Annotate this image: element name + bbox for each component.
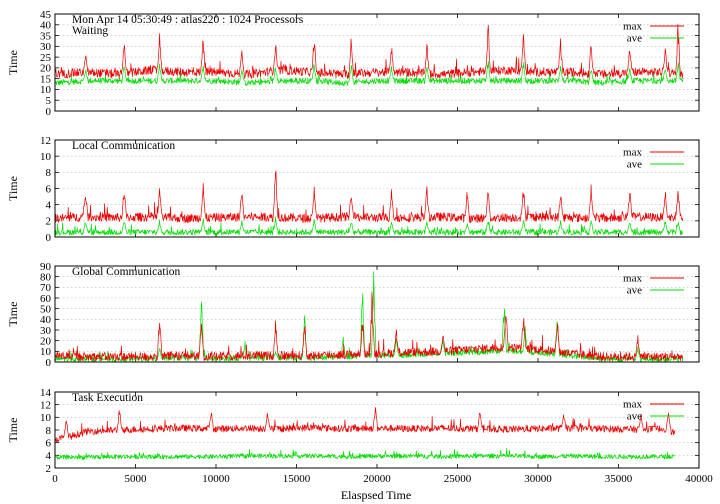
- y-tick-label: 12: [40, 135, 51, 147]
- plot-frame: [54, 139, 700, 238]
- y-tick-label: 30: [40, 325, 52, 337]
- series-max-line: [55, 291, 684, 362]
- legend-label-ave: ave: [627, 411, 642, 423]
- y-tick-label: 0: [46, 357, 52, 369]
- plot-area: [55, 271, 684, 362]
- y-tick-label: 50: [40, 303, 52, 315]
- y-tick-label: 30: [40, 41, 52, 53]
- y-tick-label: 8: [46, 167, 52, 179]
- series-ave-line: [55, 216, 684, 236]
- legend-label-max: max: [623, 273, 642, 285]
- plot-area: [55, 23, 684, 87]
- y-tick-label: 10: [40, 346, 52, 358]
- series-ave-line: [55, 271, 684, 362]
- series-ave-line: [55, 61, 684, 87]
- shared-x-axis: 0 5000 10000 15000 20000 25000 30000 35000 40000: [52, 473, 713, 485]
- y-tick-label: 14: [40, 387, 52, 399]
- y-tick-label: 80: [40, 271, 52, 283]
- legend-label-ave: ave: [627, 159, 642, 171]
- y-axis-label: Time: [6, 302, 20, 327]
- plot-area: [55, 170, 684, 236]
- series-max-line: [55, 407, 676, 443]
- legend-label-max: max: [623, 147, 642, 159]
- y-axis-label: Time: [6, 176, 20, 201]
- y-tick-label: 70: [40, 282, 52, 294]
- y-tick-label: 6: [46, 183, 52, 195]
- x-tick-label: 15000: [283, 473, 311, 485]
- legend-label-ave: ave: [627, 33, 642, 45]
- legend-label-max: max: [623, 399, 642, 411]
- y-tick-label: 2: [46, 216, 52, 228]
- x-tick-label: 20000: [363, 473, 391, 485]
- y-tick-label: 8: [46, 425, 52, 437]
- x-tick-label: 40000: [685, 473, 713, 485]
- y-tick-label: 0: [46, 106, 52, 118]
- y-tick-label: 2: [46, 463, 52, 475]
- x-tick-label: 10000: [202, 473, 230, 485]
- chart-title: Mon Apr 14 05:30:49 : atlas220 : 1024 Pr…: [72, 14, 304, 26]
- chart-subtitle: Waiting: [72, 25, 108, 37]
- plot-area: [55, 407, 676, 460]
- y-tick-label: 12: [40, 399, 51, 411]
- y-tick-label: 4: [46, 199, 52, 211]
- legend-label-ave: ave: [627, 285, 642, 297]
- chart-title: Global Communication: [72, 266, 181, 278]
- chart-title: Local Communication: [72, 140, 175, 152]
- plot-frame: [54, 13, 700, 112]
- y-tick-label: 10: [40, 151, 52, 163]
- y-tick-label: 40: [40, 314, 52, 326]
- x-tick-label: 5000: [125, 473, 148, 485]
- series-max-line: [55, 170, 684, 223]
- legend-label-max: max: [623, 21, 642, 33]
- series-ave-line: [55, 448, 675, 460]
- y-tick-label: 90: [40, 261, 52, 273]
- series-max-line: [55, 23, 684, 79]
- y-axis-label: Time: [6, 418, 20, 443]
- y-tick-label: 45: [40, 9, 52, 21]
- y-tick-label: 6: [46, 437, 52, 449]
- x-tick-label: 30000: [524, 473, 552, 485]
- chart-title: Task Execution: [72, 392, 143, 404]
- y-tick-label: 0: [46, 232, 52, 244]
- plot-frame: [54, 391, 700, 469]
- x-tick-label: 35000: [605, 473, 633, 485]
- y-tick-label: 40: [40, 20, 52, 32]
- y-tick-label: 10: [40, 84, 52, 96]
- y-tick-label: 20: [40, 63, 52, 75]
- x-tick-label: 25000: [444, 473, 472, 485]
- y-tick-label: 5: [46, 95, 52, 107]
- y-tick-label: 60: [40, 293, 52, 305]
- y-tick-label: 4: [46, 450, 52, 462]
- y-tick-label: 25: [40, 52, 52, 64]
- y-tick-label: 15: [40, 73, 52, 85]
- y-axis-label: Time: [6, 50, 20, 75]
- x-tick-label: 0: [52, 473, 58, 485]
- plot-frame: [54, 265, 700, 363]
- x-axis-label: Elaspsed Time: [341, 488, 411, 502]
- y-tick-label: 10: [40, 412, 52, 424]
- y-tick-label: 20: [40, 335, 52, 347]
- y-tick-label: 35: [40, 30, 52, 42]
